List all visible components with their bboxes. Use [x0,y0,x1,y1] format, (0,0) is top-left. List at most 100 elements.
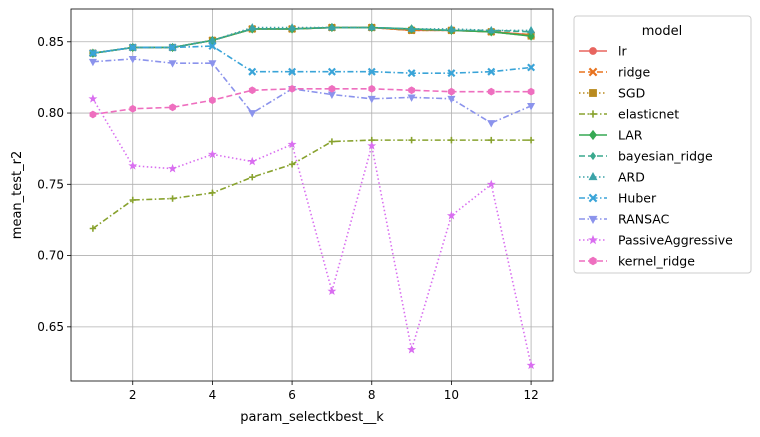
legend-item: PassiveAggressive [579,233,733,248]
data-point-marker [128,56,137,64]
data-point-marker [249,173,256,181]
data-point-marker [88,94,98,103]
series-PassiveAggressive [88,94,536,370]
data-point-marker [527,136,535,144]
data-point-marker [327,23,336,31]
x-tick-label: 4 [209,388,217,402]
data-point-marker [407,69,416,78]
data-point-marker [169,103,176,112]
x-tick-label: 12 [523,388,538,402]
y-tick-label: 0.70 [37,249,64,263]
series-kernel_ridge [89,84,535,119]
legend-label: ARD [618,170,645,185]
data-point-marker [128,43,137,52]
legend-item: LAR [579,128,643,143]
data-point-marker [589,110,597,118]
data-point-marker [288,161,296,168]
data-point-marker [208,42,217,51]
data-point-marker [487,87,495,96]
data-point-marker [527,103,536,111]
data-point-marker [128,161,138,170]
data-point-marker [169,195,176,202]
data-point-marker [527,87,535,96]
data-point-marker [408,136,415,144]
data-point-marker [408,86,415,95]
data-point-marker [368,84,376,93]
data-point-marker [248,67,257,76]
y-axis-label: mean_test_r2 [10,151,25,239]
data-point-marker [89,110,97,119]
series-Huber [88,42,536,78]
y-tick-label: 0.80 [37,106,64,120]
data-point-marker [447,95,456,104]
data-point-marker [328,138,336,145]
series-line [92,58,532,124]
data-point-marker [589,151,597,161]
legend-label: elasticnet [618,107,679,122]
legend-label: ridge [618,65,650,80]
data-point-marker [209,96,216,105]
legend-item: elasticnet [579,107,679,122]
data-point-marker [208,60,217,68]
legend-label: PassiveAggressive [618,233,733,248]
data-point-marker [168,60,177,68]
y-tick-label: 0.65 [37,320,64,334]
data-point-marker [248,23,257,31]
data-point-marker [89,225,97,232]
data-point-marker [487,67,496,76]
data-point-marker [88,49,97,58]
data-point-marker [589,256,597,266]
data-point-marker [407,94,416,102]
legend-item: SGD [579,86,645,101]
legend-label: LAR [618,128,643,143]
data-point-marker [588,215,598,224]
x-axis-label: param_selectkbest__k [240,410,384,425]
legend-label: Huber [618,191,657,206]
data-point-marker [526,360,536,370]
plot-frame [70,8,554,382]
x-tick-label: 10 [444,388,459,402]
data-point-marker [447,24,456,32]
y-tick-label: 0.75 [37,177,64,191]
legend-label: SGD [618,86,645,101]
data-point-marker [248,86,256,95]
x-tick-label: 6 [288,388,296,402]
data-point-marker [129,104,137,113]
legend-item: kernel_ridge [579,254,695,269]
series-line [92,98,532,366]
data-point-marker [208,35,217,44]
series-line [92,88,532,116]
data-point-marker [527,25,536,34]
data-point-marker [367,23,376,31]
data-point-marker [589,47,597,55]
legend-item: lr [579,44,627,59]
legend-item: RANSAC [579,212,670,227]
axis-layer: 2 4 6 8 10 12 0.65 0.70 0.75 0.80 0.85 [37,35,538,402]
data-point-marker [328,84,336,93]
data-point-marker [487,25,496,34]
legend: model lr ridge SGD elasticnet LAR bayesian_ri… [573,15,752,274]
series-line [92,26,532,54]
x-tick-label: 2 [129,388,137,402]
data-point-marker [168,43,177,52]
legend-item: ridge [579,65,650,80]
data-point-marker [88,58,97,67]
data-point-marker [248,110,257,118]
y-tick-label: 0.85 [37,35,64,49]
legend-item: bayesian_ridge [579,149,713,164]
legend-item: Huber [579,191,657,206]
data-point-marker [247,156,257,166]
data-point-marker [588,234,598,245]
data-point-marker [588,172,598,181]
data-point-marker [327,67,336,76]
data-point-marker [327,286,337,296]
x-tick-label: 8 [368,388,376,402]
data-point-marker [367,141,377,150]
data-point-marker [367,67,376,76]
data-point-marker [447,69,456,78]
data-point-marker [487,120,496,128]
legend-label: RANSAC [618,212,670,227]
data-point-marker [527,63,536,72]
